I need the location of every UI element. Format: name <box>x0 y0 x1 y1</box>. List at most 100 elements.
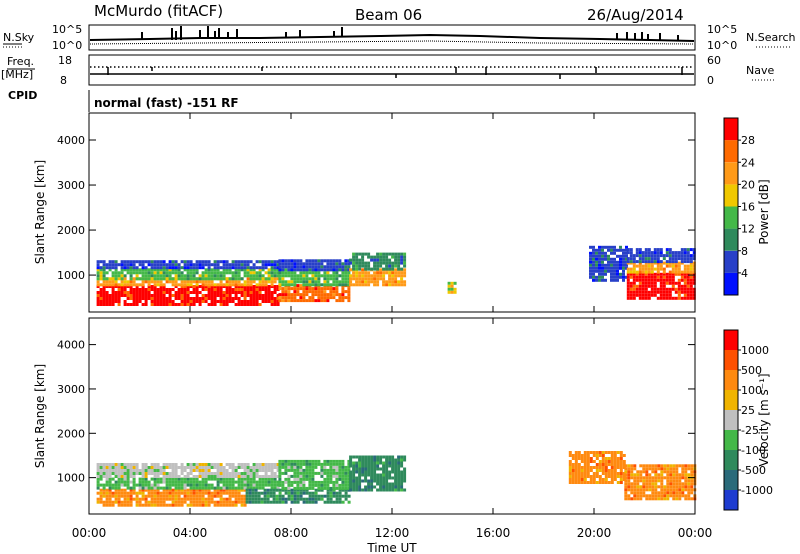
x-tick-label: 04:00 <box>173 526 208 540</box>
heatmap-cell <box>367 280 371 284</box>
heatmap-cell <box>341 474 345 478</box>
heatmap-cell <box>159 472 163 475</box>
heatmap-cell <box>114 277 118 281</box>
heatmap-cell <box>219 303 223 306</box>
heatmap-cell <box>352 479 356 483</box>
heatmap-cell <box>355 455 359 459</box>
heatmap-cell <box>302 296 306 300</box>
heatmap-cell <box>683 267 687 271</box>
heatmap-cell <box>204 263 208 267</box>
heatmap-cell <box>613 457 617 460</box>
heatmap-cell <box>222 266 226 270</box>
heatmap-cell <box>349 455 353 459</box>
heatmap-cell <box>329 488 333 492</box>
heatmap-cell <box>678 488 682 492</box>
heatmap-cell <box>255 480 259 484</box>
heatmap-cell <box>123 277 127 281</box>
heatmap-cell <box>320 488 324 492</box>
heatmap-cell <box>99 297 103 300</box>
heatmap-cell <box>186 283 190 287</box>
heatmap-cell <box>195 268 199 272</box>
heatmap-cell <box>311 299 315 303</box>
heatmap-cell <box>99 494 103 498</box>
heatmap-cell <box>580 454 584 457</box>
heatmap-cell <box>270 477 274 481</box>
heatmap-cell <box>102 486 106 490</box>
heatmap-cell <box>675 479 679 483</box>
heatmap-cell <box>680 272 684 276</box>
heatmap-cell <box>225 288 229 291</box>
heatmap-cell <box>258 480 262 484</box>
heatmap-cell <box>117 491 121 495</box>
heatmap-cell <box>249 285 253 288</box>
heatmap-cell <box>153 280 157 284</box>
heatmap-cell <box>123 483 127 487</box>
heatmap-cell <box>263 494 267 498</box>
heatmap-cell <box>171 294 175 297</box>
heatmap-cell <box>659 296 663 300</box>
heatmap-cell <box>635 272 639 276</box>
heatmap-cell <box>657 473 661 477</box>
heatmap-cell <box>264 283 268 287</box>
x-tick-label: 12:00 <box>375 526 410 540</box>
heatmap-cell <box>165 472 169 475</box>
heatmap-cell <box>598 454 602 457</box>
heatmap-cell <box>635 287 639 291</box>
heatmap-cell <box>290 280 294 284</box>
heatmap-cell <box>123 488 127 492</box>
heatmap-cell <box>394 485 398 489</box>
heatmap-cell <box>341 280 345 284</box>
heatmap-cell <box>403 476 407 480</box>
heatmap-cell <box>147 469 151 472</box>
heatmap-cell <box>144 277 148 281</box>
heatmap-cell <box>225 463 229 466</box>
heatmap-cell <box>108 500 112 504</box>
heatmap-cell <box>102 283 106 287</box>
heatmap-cell <box>326 500 330 504</box>
heatmap-cell <box>666 485 670 489</box>
heatmap-cell <box>281 480 285 484</box>
heatmap-cell <box>586 475 590 478</box>
heatmap-cell <box>574 454 578 457</box>
heatmap-cell <box>659 254 663 258</box>
heatmap-cell <box>183 297 187 300</box>
heatmap-cell <box>183 486 187 490</box>
heatmap-cell <box>674 251 678 255</box>
heatmap-cell <box>225 294 229 297</box>
heatmap-cell <box>102 277 106 281</box>
heatmap-cell <box>225 268 229 272</box>
heatmap-cell <box>243 291 247 294</box>
heatmap-cell <box>180 300 184 303</box>
heatmap-cell <box>641 272 645 276</box>
heatmap-cell <box>114 491 118 495</box>
heatmap-cell <box>338 262 342 266</box>
heatmap-cell <box>650 290 654 294</box>
heatmap-cell <box>231 500 235 504</box>
heatmap-cell <box>636 494 640 498</box>
heatmap-cell <box>117 271 121 275</box>
heatmap-cell <box>647 281 651 285</box>
heatmap-cell <box>657 467 661 471</box>
heatmap-cell <box>583 472 587 475</box>
heatmap-cell <box>311 494 315 498</box>
heatmap-cell <box>258 277 262 281</box>
heatmap-cell <box>367 283 371 287</box>
heatmap-cell <box>683 287 687 291</box>
heatmap-cell <box>156 291 160 294</box>
power-data <box>96 245 696 306</box>
heatmap-cell <box>686 272 690 276</box>
heatmap-cell <box>595 275 598 279</box>
heatmap-cell <box>335 477 339 481</box>
heatmap-cell <box>138 291 142 294</box>
heatmap-cell <box>287 265 291 269</box>
heatmap-cell <box>326 262 330 266</box>
heatmap-cell <box>630 473 634 477</box>
heatmap-cell <box>195 260 199 264</box>
heatmap-cell <box>382 267 386 271</box>
heatmap-cell <box>347 465 351 469</box>
heatmap-cell <box>165 486 169 490</box>
heatmap-cell <box>607 469 611 472</box>
heatmap-cell <box>403 283 407 287</box>
heatmap-cell <box>144 271 148 275</box>
heatmap-cell <box>376 271 380 275</box>
